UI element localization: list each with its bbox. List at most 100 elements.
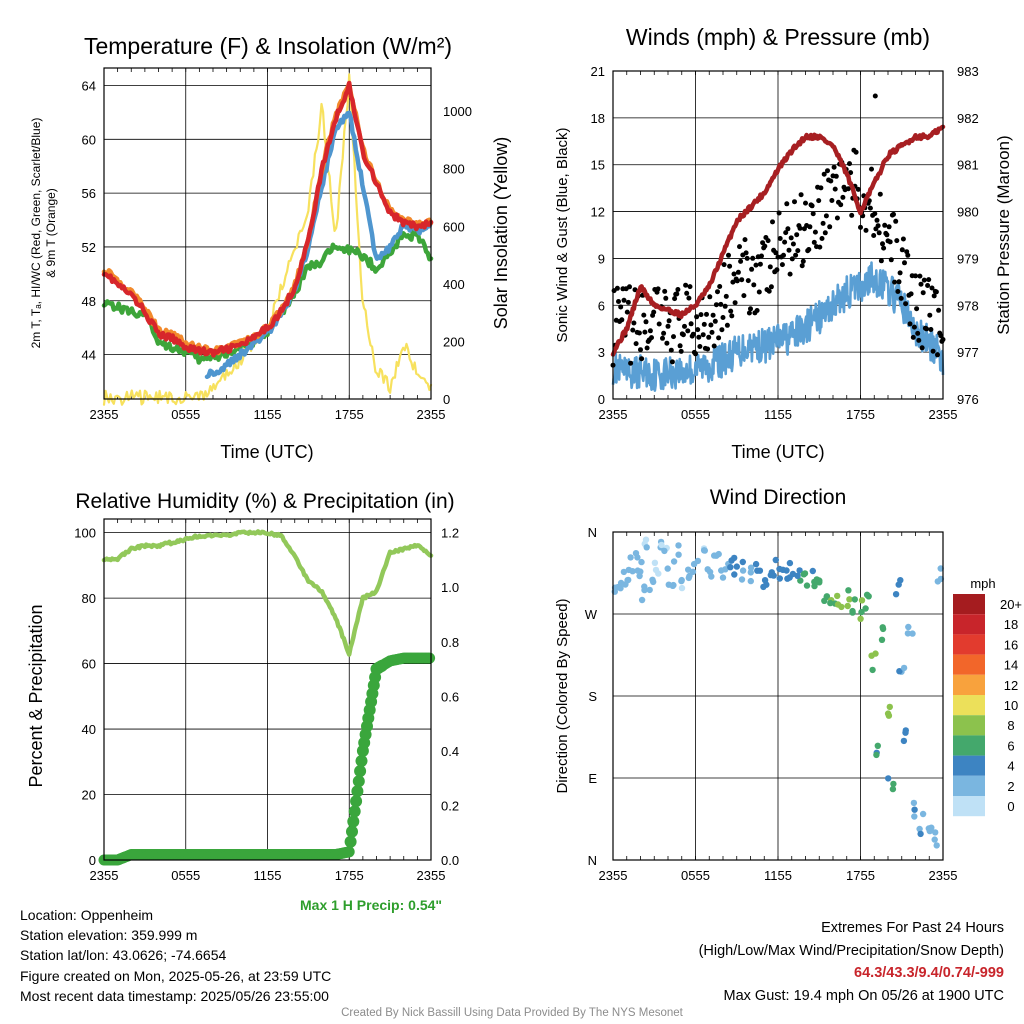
direction-point	[900, 664, 908, 672]
direction-point	[849, 607, 856, 615]
wind-gust-point	[630, 327, 636, 333]
wind-gust-point	[858, 224, 863, 230]
wind-left-tick-label: 9	[598, 251, 605, 266]
direction-point	[685, 566, 692, 573]
direction-point	[873, 751, 880, 759]
temp-right-tick-label: 1000	[443, 104, 472, 119]
wind-gust-point	[641, 312, 647, 318]
wind-gust-point	[794, 232, 800, 238]
direction-point	[890, 780, 897, 788]
wind-gust-point	[816, 198, 822, 204]
wind-gust-point	[795, 248, 801, 254]
direction-point	[801, 570, 809, 577]
wind-gust-point	[907, 321, 913, 327]
wind-gust-point	[713, 302, 719, 308]
wind-gust-point	[773, 250, 779, 256]
wind-gust-point	[696, 334, 702, 340]
wind-gust-point	[774, 267, 780, 273]
wind-gust-point	[751, 282, 757, 288]
direction-point	[747, 569, 754, 576]
precip-point	[350, 795, 363, 808]
direction-point	[863, 591, 871, 598]
rh-left-tick-label: 100	[74, 526, 96, 541]
wind-gust-point	[624, 309, 630, 315]
dir-panel-xtick-label: 2355	[929, 868, 958, 883]
direction-point	[858, 608, 865, 616]
temp-ylabel-left-2: & 9m T (Orange)	[44, 188, 58, 278]
wind-gust-point	[719, 327, 725, 333]
wind-gust-point	[737, 244, 742, 250]
wind-gust-point	[792, 199, 797, 205]
wind-gust-point	[644, 345, 650, 351]
wind-gust-point	[759, 253, 764, 259]
wind-gust-point	[880, 241, 885, 247]
wind-gust-point	[716, 335, 722, 341]
wind-gust-point	[727, 263, 733, 269]
temp-left-tick-label: 64	[82, 78, 96, 93]
wind-gust-point	[739, 277, 745, 283]
direction-point	[641, 583, 648, 590]
wind-gust-point	[756, 289, 762, 295]
wind-gust-point	[902, 260, 907, 266]
wind-gust-point	[831, 164, 837, 170]
direction-point	[851, 596, 858, 603]
latlon-text: Station lat/lon: 43.0626; -74.6654	[20, 947, 227, 964]
wind-right-tick-label: 977	[957, 345, 979, 360]
dir-tick-label: N	[588, 853, 597, 868]
direction-point	[629, 568, 636, 575]
direction-point	[776, 575, 783, 582]
rh-left-tick-label: 80	[82, 591, 96, 606]
wind-gust-point	[625, 299, 631, 305]
wind-gust-point	[918, 281, 924, 287]
wind-gust-point	[721, 262, 727, 268]
direction-point	[809, 567, 816, 575]
wind-gust-point	[787, 271, 793, 277]
wind-gust-point	[704, 311, 709, 317]
wind-gust-point	[717, 284, 723, 289]
wind-gust-point	[706, 334, 712, 340]
wind-panel-xtick-label: 2355	[599, 407, 628, 422]
direction-point	[911, 806, 918, 813]
wind-sustained-line	[611, 261, 945, 392]
temp-series-1	[101, 228, 434, 365]
recent-data-text: Most recent data timestamp: 2025/05/26 2…	[20, 987, 329, 1004]
wind-gust-point	[876, 230, 882, 236]
wind-gust-point	[662, 288, 668, 294]
speed-legend-swatch	[953, 715, 985, 736]
wind-gust-point	[806, 247, 812, 252]
speed-legend-label: 12	[1004, 678, 1018, 693]
wind-gust-point	[821, 171, 827, 177]
speed-legend-swatch	[953, 796, 985, 817]
wind-gust-point	[619, 317, 625, 323]
wind-gust-point	[877, 191, 883, 197]
direction-point	[779, 566, 787, 573]
wind-gust-point	[896, 279, 902, 285]
direction-point	[655, 570, 662, 577]
wind-xlabel: Time (UTC)	[731, 442, 824, 462]
wind-left-tick-label: 15	[591, 158, 605, 173]
wind-gust-point	[781, 252, 786, 258]
wind-gust-point	[743, 250, 749, 256]
wind-gust-point	[705, 346, 711, 352]
wind-ylabel-left: Sonic Wind & Gust (Blue, Black)	[554, 127, 571, 342]
wind-gust-point	[785, 226, 791, 232]
temp-panel-xtick-label: 1155	[254, 407, 282, 422]
direction-point	[747, 564, 755, 571]
rh-right-tick-label: 0.4	[441, 744, 459, 759]
rh-panel-xtick-label: 1155	[254, 868, 282, 883]
temp-right-tick-label: 400	[443, 277, 465, 292]
direction-point	[916, 825, 923, 833]
wind-panel-xtick-label: 2355	[929, 407, 958, 422]
wind-gust-point	[671, 334, 676, 340]
wind-gust-point	[678, 348, 684, 354]
wind-gust-point	[694, 314, 700, 320]
wind-right-tick-label: 976	[957, 392, 979, 407]
direction-point	[902, 729, 909, 736]
precip-point	[352, 775, 365, 788]
temp-right-tick-label: 600	[443, 219, 465, 234]
wind-gust-point	[732, 300, 738, 306]
wind-gust-point	[720, 315, 726, 320]
wind-gust-point	[701, 321, 707, 327]
direction-point	[722, 566, 729, 573]
